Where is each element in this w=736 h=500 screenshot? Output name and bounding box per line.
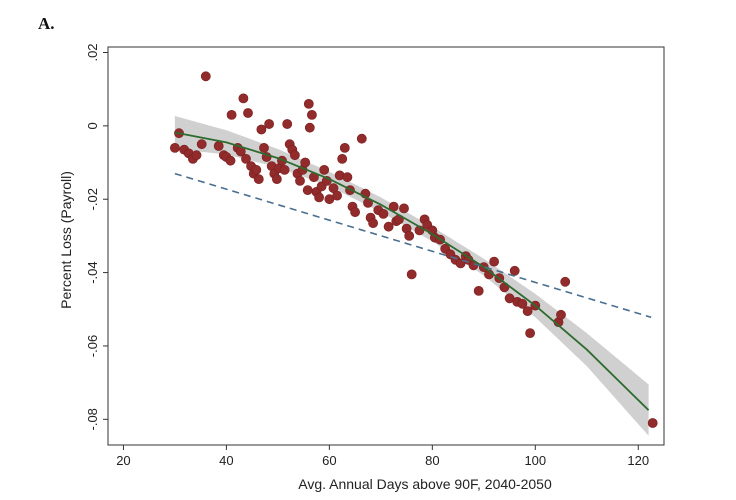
fit-lines-layer — [174, 131, 652, 411]
data-point-15 — [238, 93, 249, 104]
data-point-39 — [300, 157, 311, 168]
y-tick-label-2: -.02 — [85, 188, 100, 210]
data-point-71 — [399, 203, 409, 214]
data-point-12 — [226, 110, 237, 120]
data-point-20 — [251, 164, 262, 175]
y-tick-label-0: .02 — [85, 43, 100, 61]
data-point-21 — [253, 174, 264, 184]
data-point-35 — [289, 150, 300, 161]
data-point-103 — [560, 276, 571, 287]
data-point-56 — [342, 172, 353, 183]
data-point-8 — [213, 141, 224, 151]
x-tick-label-100: 100 — [524, 453, 546, 468]
axes-layer: 20 40 60 80 100 120 .02 0 -.02 -.04 -.06 -.08 — [85, 43, 665, 468]
data-point-32 — [282, 119, 293, 129]
x-tick-label-80: 80 — [425, 453, 439, 468]
data-point-41 — [303, 99, 314, 109]
data-point-11 — [225, 155, 236, 166]
panel-label: A. — [38, 14, 55, 33]
data-point-73 — [404, 230, 415, 241]
y-axis-title: Percent Loss (Payroll) — [58, 171, 74, 309]
data-point-42 — [304, 122, 315, 133]
data-point-25 — [264, 119, 274, 129]
data-point-31 — [279, 164, 290, 175]
data-point-60 — [356, 133, 367, 144]
plot-frame — [107, 46, 665, 446]
data-point-17 — [243, 108, 253, 118]
data-point-97 — [517, 298, 528, 309]
data-point-74 — [406, 269, 417, 280]
data-point-46 — [314, 192, 324, 203]
data-point-88 — [473, 285, 484, 296]
x-tick-label-60: 60 — [322, 453, 336, 468]
data-point-23 — [259, 142, 269, 153]
data-point-48 — [319, 164, 330, 175]
data-point-99 — [525, 328, 535, 338]
data-point-0 — [169, 142, 180, 153]
linear-fit-line — [174, 172, 652, 319]
data-point-6 — [196, 139, 207, 150]
data-point-95 — [509, 265, 520, 276]
data-point-102 — [556, 309, 566, 320]
data-point-52 — [332, 190, 342, 201]
data-point-37 — [295, 175, 305, 186]
data-point-59 — [350, 207, 360, 217]
y-tick-label-4: -.06 — [85, 335, 100, 357]
quadratic-fit-line — [174, 131, 650, 411]
data-point-22 — [256, 124, 267, 135]
data-point-98 — [522, 306, 533, 316]
y-tick-label-3: -.04 — [85, 261, 100, 283]
points-layer — [169, 71, 658, 428]
data-point-7 — [200, 71, 211, 82]
x-tick-label-20: 20 — [116, 453, 130, 468]
x-tick-label-40: 40 — [219, 453, 233, 468]
y-tick-label-1: 0 — [85, 122, 100, 129]
data-point-64 — [368, 218, 378, 228]
data-point-5 — [191, 150, 202, 161]
data-point-66 — [378, 208, 389, 219]
data-point-43 — [306, 110, 317, 120]
data-point-40 — [302, 185, 313, 195]
data-point-55 — [339, 142, 350, 153]
data-point-16 — [241, 153, 251, 164]
data-point-104 — [647, 418, 658, 428]
data-point-67 — [383, 221, 394, 232]
x-tick-label-120: 120 — [627, 453, 649, 468]
x-axis-title: Avg. Annual Days above 90F, 2040-2050 — [298, 476, 552, 492]
data-point-91 — [489, 256, 499, 267]
y-tick-label-5: -.08 — [85, 408, 100, 430]
data-point-54 — [337, 153, 348, 164]
data-point-28 — [271, 174, 282, 184]
